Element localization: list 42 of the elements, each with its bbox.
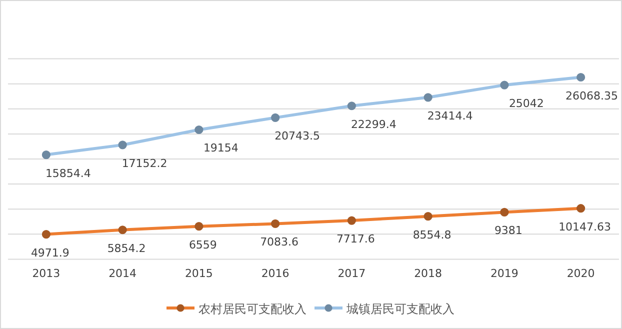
data-label: 19154 xyxy=(203,142,238,155)
point xyxy=(347,216,356,225)
data-label: 26068.35 xyxy=(566,89,618,102)
legend-label: 城镇居民可支配收入 xyxy=(346,302,454,316)
point xyxy=(42,150,50,160)
point xyxy=(271,219,280,228)
point xyxy=(271,113,280,122)
x-tick-label: 2018 xyxy=(414,267,442,280)
x-tick-label: 2017 xyxy=(338,267,366,280)
data-label: 6559 xyxy=(188,238,217,252)
x-tick-label: 2019 xyxy=(490,267,518,280)
data-label: 15854.4 xyxy=(45,166,91,180)
data-label: 25042 xyxy=(508,97,544,110)
x-tick-label: 2013 xyxy=(32,267,60,280)
data-label: 8554.8 xyxy=(412,228,452,242)
legend-label: 农村居民可支配收入 xyxy=(198,302,306,316)
data-label: 23414.4 xyxy=(427,109,473,122)
data-label: 4971.9 xyxy=(30,246,70,260)
point xyxy=(42,230,50,239)
data-label: 22299.4 xyxy=(350,118,396,131)
data-label: 17152.2 xyxy=(122,156,168,170)
point xyxy=(118,226,127,234)
data-label: 9381 xyxy=(494,224,522,238)
data-label: 7083.6 xyxy=(260,236,299,249)
point xyxy=(576,72,586,82)
point xyxy=(576,204,586,213)
point xyxy=(424,212,432,221)
x-tick-label: 2015 xyxy=(184,267,213,280)
data-label: 10147.63 xyxy=(558,220,612,234)
point xyxy=(194,125,204,134)
point xyxy=(424,93,432,102)
point xyxy=(194,222,204,231)
point xyxy=(347,102,356,110)
point xyxy=(500,80,509,90)
data-label: 7717.6 xyxy=(336,232,375,246)
x-tick-label: 2016 xyxy=(261,267,290,280)
point xyxy=(118,140,127,150)
data-label: 20743.5 xyxy=(274,130,320,143)
data-label: 5854.2 xyxy=(107,242,146,255)
x-tick-label: 2014 xyxy=(108,267,137,280)
x-tick-label: 2020 xyxy=(566,267,595,280)
point xyxy=(500,208,509,216)
